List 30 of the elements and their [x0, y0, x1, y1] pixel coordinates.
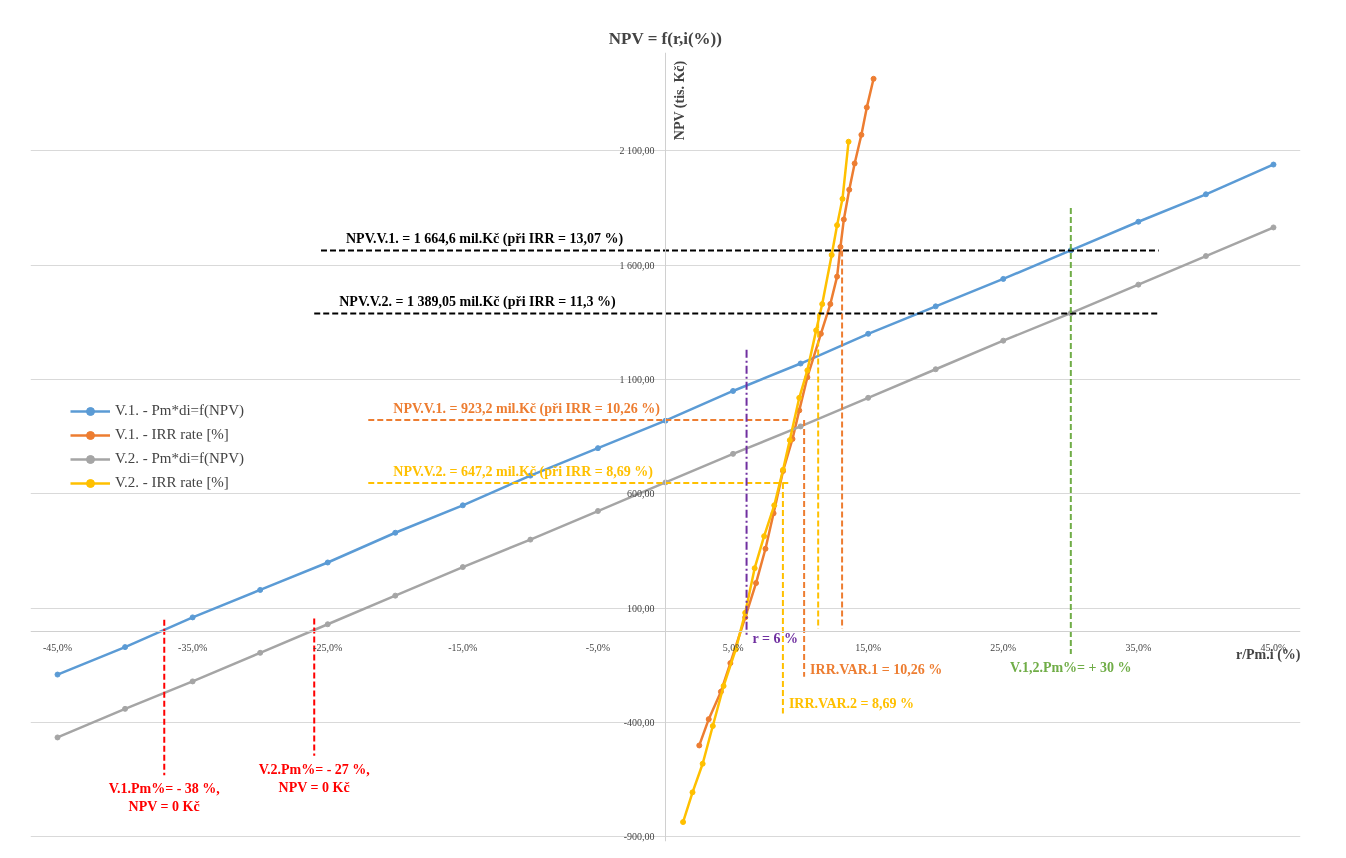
annotation: V.1.Pm%= - 38 %, NPV = 0 Kč: [108, 781, 220, 815]
annotation: NPV.V.1. = 923,2 mil.Kč (při IRR = 10,26 %): [393, 400, 661, 417]
legend-label: V.2. - Pm*di=f(NPV): [115, 450, 245, 467]
y-tick-label: 1 100,00: [619, 374, 655, 386]
y-tick-label: 600,00: [627, 488, 655, 500]
y-tick-label: 2 100,00: [619, 145, 655, 157]
annotation: NPV.V.2. = 647,2 mil.Kč (při IRR = 8,69 %): [393, 464, 654, 481]
annotation: V.1,2.Pm%= + 30 %: [1010, 659, 1132, 675]
legend-label: V.2. - IRR rate [%]: [115, 474, 229, 491]
chart-title: NPV = f(r,i(%)): [608, 28, 722, 48]
x-tick-label: 35,0%: [1125, 642, 1152, 654]
x-tick-label: -45,0%: [42, 642, 73, 654]
annotation: IRR.VAR.2 = 8,69 %: [788, 696, 915, 712]
x-tick-label: -5,0%: [585, 642, 611, 654]
annotation: V.2.Pm%= - 27 %, NPV = 0 Kč: [258, 761, 370, 795]
y-tick-label: -400,00: [623, 717, 655, 729]
x-tick-label: -35,0%: [178, 642, 208, 654]
annotation: NPV.V.1. = 1 664,6 mil.Kč (při IRR = 13,07 %): [345, 231, 624, 248]
x-tick-label: 15,0%: [855, 642, 882, 654]
y-axis-title: NPV (tis. Kč): [671, 60, 688, 141]
y-tick-label: 1 600,00: [619, 259, 655, 271]
legend-label: V.1. - IRR rate [%]: [115, 426, 229, 443]
legend-label: V.1. - Pm*di=f(NPV): [115, 402, 245, 419]
x-tick-label: 25,0%: [990, 642, 1017, 654]
annotation: IRR.VAR.1 = 10,26 %: [810, 661, 943, 677]
annotation: NPV.V.2. = 1 389,05 mil.Kč (při IRR = 11,3 %): [339, 294, 616, 311]
x-tick-label: -15,0%: [448, 642, 478, 654]
y-tick-label: 100,00: [627, 602, 655, 614]
y-tick-label: -900,00: [623, 831, 655, 843]
annotation: r = 6 %: [752, 631, 799, 647]
